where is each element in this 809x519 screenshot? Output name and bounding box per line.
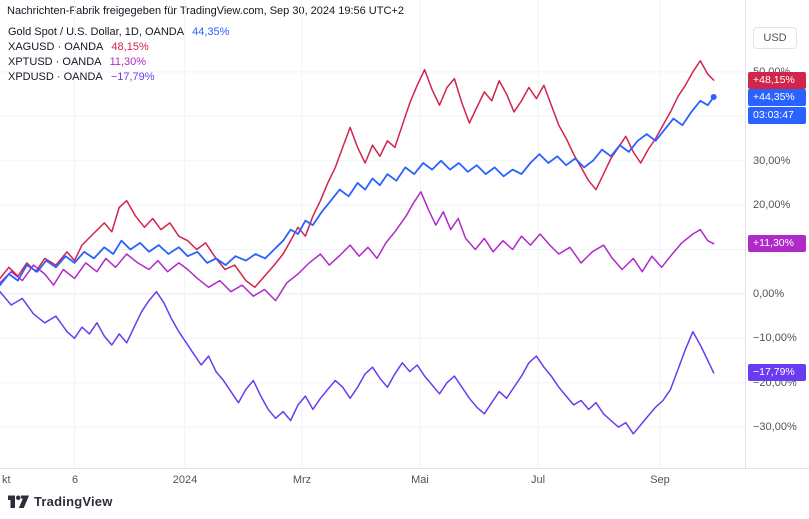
main-symbol-title: Gold Spot / U.S. Dollar, 1D, OANDA [8, 26, 185, 38]
last-price-badge-XPTUSD: +11,30% [748, 235, 806, 252]
price-axis-label: −30,00% [753, 421, 797, 433]
last-price-dot [710, 94, 717, 100]
price-axis-label: 30,00% [753, 155, 791, 167]
time-axis-label: 6 [71, 474, 79, 486]
time-axis-label: Sep [650, 474, 670, 486]
time-axis-label: 2024 [172, 474, 198, 486]
xagusd-title: XAGUSD · OANDA [8, 41, 104, 53]
time-axis[interactable]: kt 6 2024 Mrz Mai Jul Sep [0, 468, 809, 493]
time-axis-label: Jul [530, 474, 546, 486]
time-axis-label: Mai [411, 474, 429, 486]
series-line-XPTUSD[interactable] [0, 191, 715, 302]
legend-row-xptusd[interactable]: XPTUSD · OANDA 11,30% [8, 55, 229, 70]
xagusd-change: 48,15% [111, 41, 149, 53]
legend-row-main-symbol[interactable]: Gold Spot / U.S. Dollar, 1D, OANDA 44,35… [8, 25, 229, 40]
tradingview-logo-icon [8, 495, 29, 508]
time-axis-label: Mrz [292, 474, 312, 486]
price-axis[interactable]: 50,00%30,00%20,00%0,00%−10,00%−20,00%−30… [745, 0, 809, 468]
main-symbol-change: 44,35% [192, 26, 230, 38]
tradingview-logo-text: TradingView [34, 494, 113, 509]
series-line-XPDUSD[interactable] [0, 290, 715, 435]
price-axis-label: 20,00% [753, 199, 791, 211]
time-axis-label: kt [2, 474, 11, 486]
last-price-badge-XPDUSD: −17,79% [748, 364, 806, 381]
legend-row-xagusd[interactable]: XAGUSD · OANDA 48,15% [8, 40, 229, 55]
bar-countdown-badge: 03:03:47 [748, 107, 806, 124]
legend-row-xpdusd[interactable]: XPDUSD · OANDA −17,79% [8, 70, 229, 85]
series-line-XAUUSD[interactable] [0, 96, 715, 286]
xptusd-title: XPTUSD · OANDA [8, 56, 102, 68]
last-price-badge-XAUUSD: +44,35% [748, 89, 806, 106]
price-axis-label: 0,00% [753, 288, 785, 300]
currency-unit-button[interactable]: USD [753, 27, 797, 49]
chart-plot-area[interactable] [0, 0, 745, 468]
tradingview-logo[interactable]: TradingView [8, 494, 113, 509]
price-axis-label: −10,00% [753, 332, 797, 344]
xptusd-change: 11,30% [109, 56, 147, 68]
attribution-text: Nachrichten-Fabrik freigegeben für Tradi… [7, 5, 404, 17]
xpdusd-change: −17,79% [110, 71, 155, 83]
last-price-badge-XAGUSD: +48,15% [748, 72, 806, 89]
xpdusd-title: XPDUSD · OANDA [8, 71, 103, 83]
series-line-XAGUSD[interactable] [0, 60, 715, 289]
chart-legend: Gold Spot / U.S. Dollar, 1D, OANDA 44,35… [8, 25, 229, 85]
